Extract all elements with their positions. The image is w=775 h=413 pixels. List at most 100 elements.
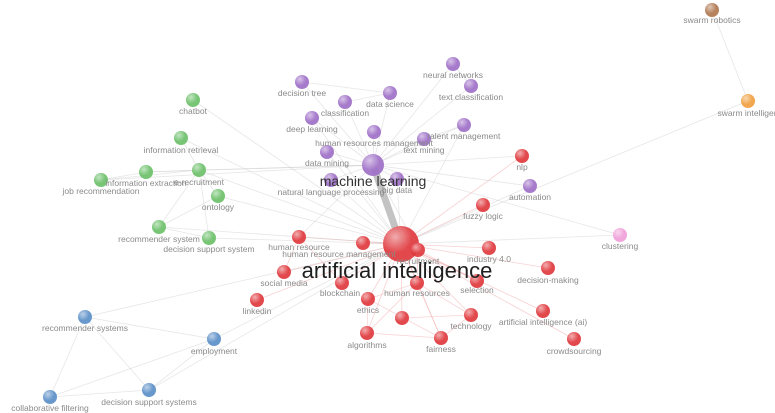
node-classification[interactable] — [338, 95, 352, 109]
node-highlight-text-classification — [464, 79, 478, 93]
node-decision-making[interactable] — [541, 261, 555, 275]
node-human-resources[interactable] — [410, 276, 424, 290]
node-highlight-human-resource-management — [356, 236, 370, 250]
link-ontology-recommender-system — [158, 195, 219, 228]
node-e-recruitment[interactable] — [192, 163, 206, 177]
node-algorithms[interactable] — [360, 326, 374, 340]
node-label-ontology: ontology — [202, 202, 235, 212]
node-label-chatbot: chatbot — [179, 106, 208, 116]
node-information-retrieval[interactable] — [174, 131, 188, 145]
node-technology[interactable] — [464, 308, 478, 322]
node-automation[interactable] — [523, 179, 537, 193]
node-recommender-system[interactable] — [152, 220, 166, 234]
node-machine-learning[interactable] — [362, 154, 384, 176]
node-text-classification[interactable] — [464, 79, 478, 93]
node-collaborative-filtering[interactable] — [43, 390, 57, 404]
node-highlight-collaborative-filtering — [43, 390, 57, 404]
node-selection[interactable] — [470, 274, 484, 288]
node-chatbot[interactable] — [186, 93, 200, 107]
node-label-machine-learning: machine learning — [320, 173, 427, 189]
node-highlight-classification — [338, 95, 352, 109]
link-employment-decision-support-systems — [148, 338, 215, 391]
link-artificial-intelligence-linkedin — [256, 243, 402, 301]
node-human-resources-management[interactable] — [367, 125, 381, 139]
node-fuzzy-logic[interactable] — [476, 198, 490, 212]
node-ethics[interactable] — [361, 292, 375, 306]
node-highlight-nlp — [515, 149, 529, 163]
node-highlight-text-mining — [417, 132, 431, 146]
node-clustering[interactable] — [613, 228, 627, 242]
link-artificial-intelligence-recommender-systems — [84, 243, 402, 318]
link-recommender-system-decision-support-system — [158, 226, 210, 239]
node-highlight-natural-language-processing — [324, 173, 338, 187]
node-nlp[interactable] — [515, 149, 529, 163]
node-label-fairness: fairness — [426, 344, 456, 354]
node-highlight-human-resources-management — [367, 125, 381, 139]
node-label-text-mining: text mining — [403, 145, 444, 155]
node-highlight-algorithms — [360, 326, 374, 340]
links-layer — [49, 9, 749, 398]
node-swarm-intelligence[interactable] — [741, 94, 755, 108]
link-human-resource-blockchain — [298, 236, 343, 284]
node-highlight-technology — [464, 308, 478, 322]
node-swarm-robotics[interactable] — [705, 3, 719, 17]
link-artificial-intelligence-employment — [213, 243, 402, 340]
node-crowdsourcing[interactable] — [567, 332, 581, 346]
node-artificial-intelligence-ai[interactable] — [536, 304, 550, 318]
node-blockchain[interactable] — [335, 276, 349, 290]
node-label-automation: automation — [509, 192, 551, 202]
node-decision-support-systems[interactable] — [142, 383, 156, 397]
node-highlight-e-recruitment — [192, 163, 206, 177]
node-label-algorithms: algorithms — [347, 340, 386, 350]
node-highlight-neural-networks — [446, 57, 460, 71]
link-machine-learning-neural-networks — [372, 63, 454, 166]
node-decision-tree[interactable] — [295, 75, 309, 89]
node-information-extraction[interactable] — [139, 165, 153, 179]
node-highlight-decision-making — [541, 261, 555, 275]
node-recommender-systems[interactable] — [78, 310, 92, 324]
node-label-decision-support-systems: decision support systems — [101, 397, 196, 407]
node-highlight-deep-learning — [305, 111, 319, 125]
node-decision-support-system[interactable] — [202, 231, 216, 245]
node-label-collaborative-filtering: collaborative filtering — [11, 403, 89, 413]
node-human-resource-management[interactable] — [356, 236, 370, 250]
node-highlight-artificial-intelligence-ai — [536, 304, 550, 318]
node-neural-networks[interactable] — [446, 57, 460, 71]
node-ontology[interactable] — [211, 189, 225, 203]
node-employment[interactable] — [207, 332, 221, 346]
node-data-mining[interactable] — [320, 145, 334, 159]
node-label-job-recommendation: job recommendation — [61, 186, 139, 196]
link-machine-learning-classification — [344, 101, 374, 166]
node-highlight-decision-support-system — [202, 231, 216, 245]
node-natural-language-processing[interactable] — [324, 173, 338, 187]
node-label-technology: technology — [450, 321, 492, 331]
node-human-resource[interactable] — [292, 230, 306, 244]
node-big-data[interactable] — [390, 172, 404, 186]
node-highlight-decision-tree — [295, 75, 309, 89]
node-data-science[interactable] — [383, 86, 397, 100]
node-label-blockchain: blockchain — [320, 288, 360, 298]
link-machine-learning-e-recruitment — [198, 164, 374, 171]
node-artificial-intelligence[interactable] — [383, 226, 419, 262]
node-industry-4-0[interactable] — [482, 241, 496, 255]
node-label-information-extraction: information extraction — [105, 178, 187, 188]
node-fairness[interactable] — [434, 331, 448, 345]
node-social-media[interactable] — [277, 265, 291, 279]
node-unlabeled-red[interactable] — [395, 311, 409, 325]
node-highlight-artificial-intelligence — [383, 226, 419, 262]
link-text-mining-talent-management — [423, 124, 465, 140]
node-highlight-data-science — [383, 86, 397, 100]
node-job-recommendation[interactable] — [94, 173, 108, 187]
node-highlight-unlabeled-red — [395, 311, 409, 325]
node-talent-management[interactable] — [457, 118, 471, 132]
node-label-recommender-system: recommender system — [118, 234, 200, 244]
node-highlight-job-recommendation — [94, 173, 108, 187]
node-highlight-information-extraction — [139, 165, 153, 179]
node-linkedin[interactable] — [250, 293, 264, 307]
link-recommender-systems-employment — [84, 316, 215, 340]
node-deep-learning[interactable] — [305, 111, 319, 125]
node-recruitment[interactable] — [411, 243, 425, 257]
node-highlight-recommender-system — [152, 220, 166, 234]
link-machine-learning-automation — [372, 164, 531, 187]
node-text-mining[interactable] — [417, 132, 431, 146]
